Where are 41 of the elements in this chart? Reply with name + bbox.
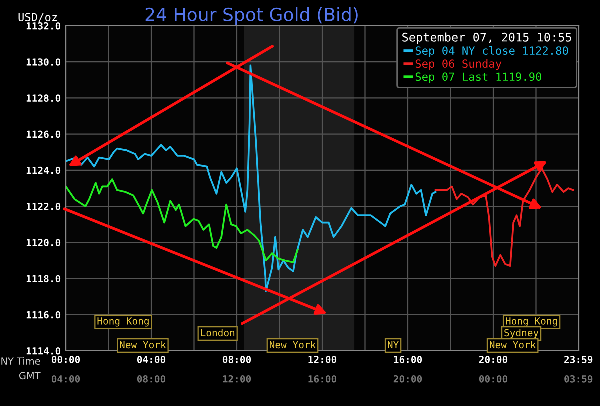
x2-tick-label: 08:00 — [137, 375, 166, 383]
x-axis-title: NY Time — [2, 357, 40, 365]
x2-axis-title: GMT — [19, 372, 41, 380]
x-tick-label: 08:00 — [222, 356, 252, 364]
annotation: New York — [120, 341, 166, 349]
y-tick-label: 1124.0 — [26, 166, 61, 174]
x2-tick-label: 20:00 — [394, 375, 422, 383]
x2-tick-label: 04:00 — [52, 375, 80, 383]
y-tick-label: 1128.0 — [26, 94, 61, 102]
y-axis-title: USD/oz — [18, 13, 58, 22]
x-tick-label: 16:00 — [394, 356, 422, 364]
x-tick-label: 04:00 — [137, 356, 166, 364]
legend-label: Sep 07 Last 1119.90 — [416, 72, 542, 84]
y-tick-label: 1114.0 — [26, 347, 61, 355]
x-tick-label: 23:59 — [564, 356, 593, 364]
annotation: London — [201, 329, 235, 337]
legend-title: September 07, 2015 10:55 — [402, 32, 572, 44]
line-series — [66, 178, 299, 264]
annotation: Hong Kong — [506, 318, 558, 327]
x-tick-label: 20:00 — [479, 356, 508, 364]
y-tick-label: 1116.0 — [26, 311, 61, 319]
annotation: New York — [270, 341, 316, 349]
x2-tick-label: 12:00 — [223, 375, 252, 383]
annotation: Sydney — [504, 329, 539, 338]
x-tick-label: 12:00 — [308, 356, 337, 364]
y-tick-label: 1122.0 — [26, 203, 61, 210]
legend-label: Sep 06 Sunday — [416, 59, 502, 70]
y-tick-label: 1132.0 — [26, 22, 61, 30]
y-tick-label: 1120.0 — [26, 239, 61, 246]
y-tick-label: 1130.0 — [26, 58, 61, 66]
y-tick-label: 1126.0 — [26, 130, 61, 138]
x2-tick-label: 16:00 — [308, 375, 337, 383]
annotation: Hong Kong — [98, 318, 149, 327]
chart-title: 24 Hour Spot Gold (Bid) — [146, 8, 358, 25]
legend-label: Sep 04 NY close 1122.80 — [416, 46, 568, 58]
x2-tick-label: 00:00 — [479, 375, 508, 383]
y-tick-label: 1118.0 — [26, 275, 61, 283]
annotation: New York — [490, 341, 536, 349]
annotation: NY — [388, 341, 399, 348]
x2-tick-label: 03:59 — [564, 375, 593, 383]
x-tick-label: 00:00 — [52, 356, 80, 364]
